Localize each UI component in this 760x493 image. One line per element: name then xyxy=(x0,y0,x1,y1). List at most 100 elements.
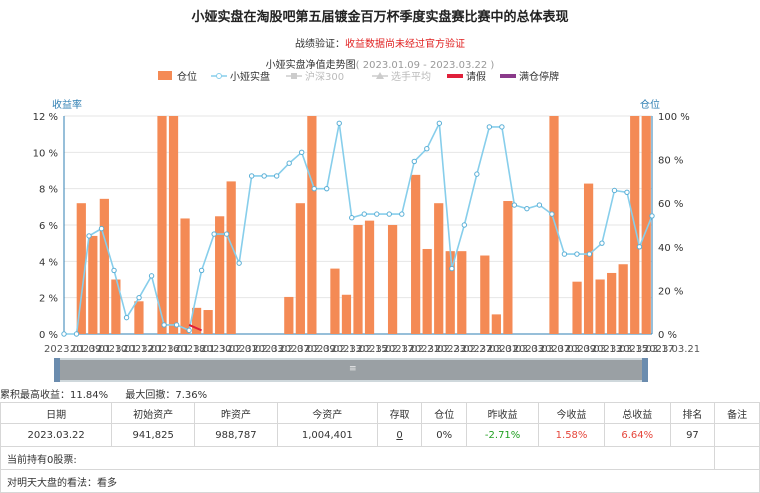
legend-label: 请假 xyxy=(466,70,486,83)
legend-position-swatch xyxy=(158,71,172,80)
x-tick-label: 2023.02.09 xyxy=(278,344,335,355)
cell-date: 2023.03.22 xyxy=(0,423,113,447)
range-slider[interactable]: ≡ xyxy=(54,358,648,382)
return-point xyxy=(586,251,593,257)
return-point xyxy=(499,124,505,130)
return-point xyxy=(361,211,367,217)
cell-yesterday-assets: 988,787 xyxy=(194,423,278,447)
daily-info-table: 日期 初始资产 昨资产 今资产 存取 仓位 昨收益 今收益 总收益 排名 备注 … xyxy=(0,402,760,493)
x-tick-label: 2023.03.01 xyxy=(461,344,518,355)
position-bar xyxy=(307,116,317,334)
x-tick-label: 2023.01.30 xyxy=(174,344,231,355)
col-note: 备注 xyxy=(714,402,760,424)
return-point xyxy=(349,215,355,221)
col-initial-assets: 初始资产 xyxy=(111,402,196,424)
cell-position: 0% xyxy=(421,423,468,447)
x-tick-label: 2023.03.13 xyxy=(565,344,622,355)
y-right-tick-label: 80 % xyxy=(658,156,683,167)
return-point xyxy=(449,265,455,272)
position-bar xyxy=(88,235,98,334)
return-point xyxy=(486,124,493,130)
y-left-axis-title: 收益率 xyxy=(52,98,82,111)
cell-today-assets: 1,004,401 xyxy=(276,423,378,447)
range-slider-right-handle[interactable] xyxy=(642,358,648,382)
y-right-tick-label: 20 % xyxy=(658,286,683,297)
col-deposit: 存取 xyxy=(376,402,423,424)
position-bar xyxy=(215,216,225,334)
x-tick-label: 2023.03.09 xyxy=(539,344,596,355)
col-yesterday-assets: 昨资产 xyxy=(194,402,278,424)
position-bar xyxy=(168,116,179,334)
return-point xyxy=(73,331,80,337)
holdings-text: 当前持有0股票: xyxy=(0,446,716,470)
cell-deposit-link[interactable]: 0 xyxy=(376,423,423,447)
range-slider-grip[interactable]: ≡ xyxy=(349,364,357,374)
return-point xyxy=(436,120,443,126)
x-tick-label: 2023.03.21 xyxy=(643,344,700,355)
position-bar xyxy=(641,116,651,334)
cell-total-return: 6.64% xyxy=(603,423,671,447)
y-left-tick-label: 6 % xyxy=(39,221,58,232)
return-point xyxy=(411,158,417,165)
x-tick-label: 2023.01.12 xyxy=(96,344,153,355)
return-point xyxy=(148,273,155,279)
return-point xyxy=(86,233,92,239)
holdings-blank xyxy=(714,446,760,470)
position-bar xyxy=(226,181,236,334)
range-slider-track[interactable] xyxy=(60,360,642,380)
position-bar xyxy=(157,116,167,334)
y-left-tick-label: 12 % xyxy=(33,112,58,123)
col-position: 仓位 xyxy=(421,402,468,424)
cell-yesterday-return: -2.71% xyxy=(466,423,540,447)
position-bar xyxy=(364,220,375,334)
position-bar xyxy=(341,294,352,334)
col-date: 日期 xyxy=(0,402,113,424)
x-tick-label: 2023.02.13 xyxy=(304,344,361,355)
return-point xyxy=(324,185,330,192)
x-tick-label: 2023.02.03 xyxy=(226,344,283,355)
return-point xyxy=(649,213,655,219)
return-point xyxy=(223,231,230,237)
cell-rank: 97 xyxy=(669,423,716,447)
page-title: 小娅实盘在淘股吧第五届镀金百万杯季度实盘赛比赛中的总体表现 xyxy=(191,10,569,25)
legend-label: 满仓停牌 xyxy=(519,70,559,83)
x-tick-label: 2023.02.17 xyxy=(356,344,413,355)
col-today-return: 今收益 xyxy=(538,402,605,424)
position-bar xyxy=(422,248,432,334)
x-tick-label: 2023.03.07 xyxy=(513,344,570,355)
x-tick-label: 2023.01.18 xyxy=(148,344,205,355)
chart-date-range: ( 2023.01.09 - 2023.03.22 ) xyxy=(355,60,495,71)
position-bar xyxy=(411,174,421,334)
position-bar xyxy=(583,183,594,334)
x-tick-label: 2023.02.01 xyxy=(200,344,257,355)
position-bar xyxy=(595,279,605,334)
position-bar xyxy=(180,218,190,334)
col-rank: 排名 xyxy=(669,402,716,424)
position-bar xyxy=(503,201,513,334)
opinion-text: 对明天大盘的看法：看多 xyxy=(0,469,760,493)
return-point xyxy=(611,187,618,194)
return-point xyxy=(374,211,380,217)
x-tick-label: 2023.03.03 xyxy=(487,344,544,355)
return-point xyxy=(261,173,267,179)
legend-label: 沪深300 xyxy=(305,70,344,83)
x-tick-label: 2023.02.21 xyxy=(382,344,439,355)
return-point xyxy=(549,211,555,217)
table-header-row: 日期 初始资产 昨资产 今资产 存取 仓位 昨收益 今收益 总收益 排名 备注 xyxy=(0,402,760,424)
verify-warning: 收益数据尚未经过官方验证 xyxy=(345,39,465,50)
position-bar xyxy=(618,264,628,334)
x-tick-label: 2023.01.10 xyxy=(70,344,127,355)
return-point xyxy=(336,120,342,126)
position-bar xyxy=(111,279,121,334)
col-yesterday-return: 昨收益 xyxy=(466,402,540,424)
return-point xyxy=(536,202,543,208)
return-point xyxy=(511,202,518,208)
y-right-tick-label: 100 % xyxy=(658,112,690,123)
range-slider-left-handle[interactable] xyxy=(54,358,60,382)
leave-segment xyxy=(188,323,203,332)
legend-leave-swatch xyxy=(447,74,463,78)
return-point xyxy=(161,322,167,328)
return-point xyxy=(186,327,192,334)
position-bar xyxy=(549,116,559,334)
